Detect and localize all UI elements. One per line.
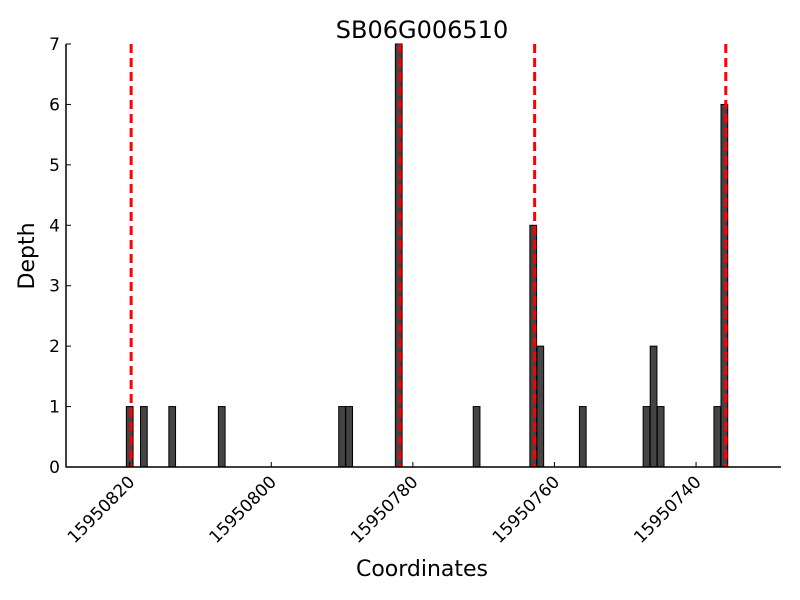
bar	[578, 406, 587, 468]
bar	[649, 345, 658, 468]
bar	[217, 406, 226, 468]
bar	[140, 406, 148, 468]
x-tick-label: 15950740	[630, 472, 705, 547]
y-tick-label: 1	[49, 398, 60, 418]
axes-layer	[65, 44, 781, 468]
bar	[713, 406, 722, 468]
y-tick-label: 7	[49, 35, 60, 55]
y-axis-label: Depth	[15, 222, 40, 289]
x-axis-label: Coordinates	[356, 557, 488, 582]
markers-layer	[129, 44, 728, 467]
chart-title: SB06G006510	[336, 16, 508, 44]
bar	[472, 406, 481, 468]
x-tick-label: 15950760	[489, 472, 564, 547]
bar	[656, 406, 665, 468]
x-tick-label: 15950820	[64, 472, 139, 547]
y-tick-label: 6	[49, 95, 60, 115]
bar	[168, 406, 177, 468]
bar	[536, 345, 545, 468]
bars-layer	[125, 43, 729, 468]
bar	[338, 406, 346, 468]
y-tick-label: 0	[49, 458, 60, 478]
y-tick-label: 4	[49, 216, 60, 236]
x-tick-label: 15950780	[347, 472, 422, 547]
y-tick-label: 5	[49, 156, 60, 176]
bar	[345, 406, 354, 468]
x-tick-label: 15950800	[206, 472, 281, 547]
ticks-layer: 0 1 2 3 4 5 6 7 15950820 15950800 15950780 15950760…	[49, 35, 705, 548]
y-tick-label: 3	[49, 277, 60, 297]
bar	[642, 406, 651, 468]
y-tick-label: 2	[49, 337, 60, 357]
